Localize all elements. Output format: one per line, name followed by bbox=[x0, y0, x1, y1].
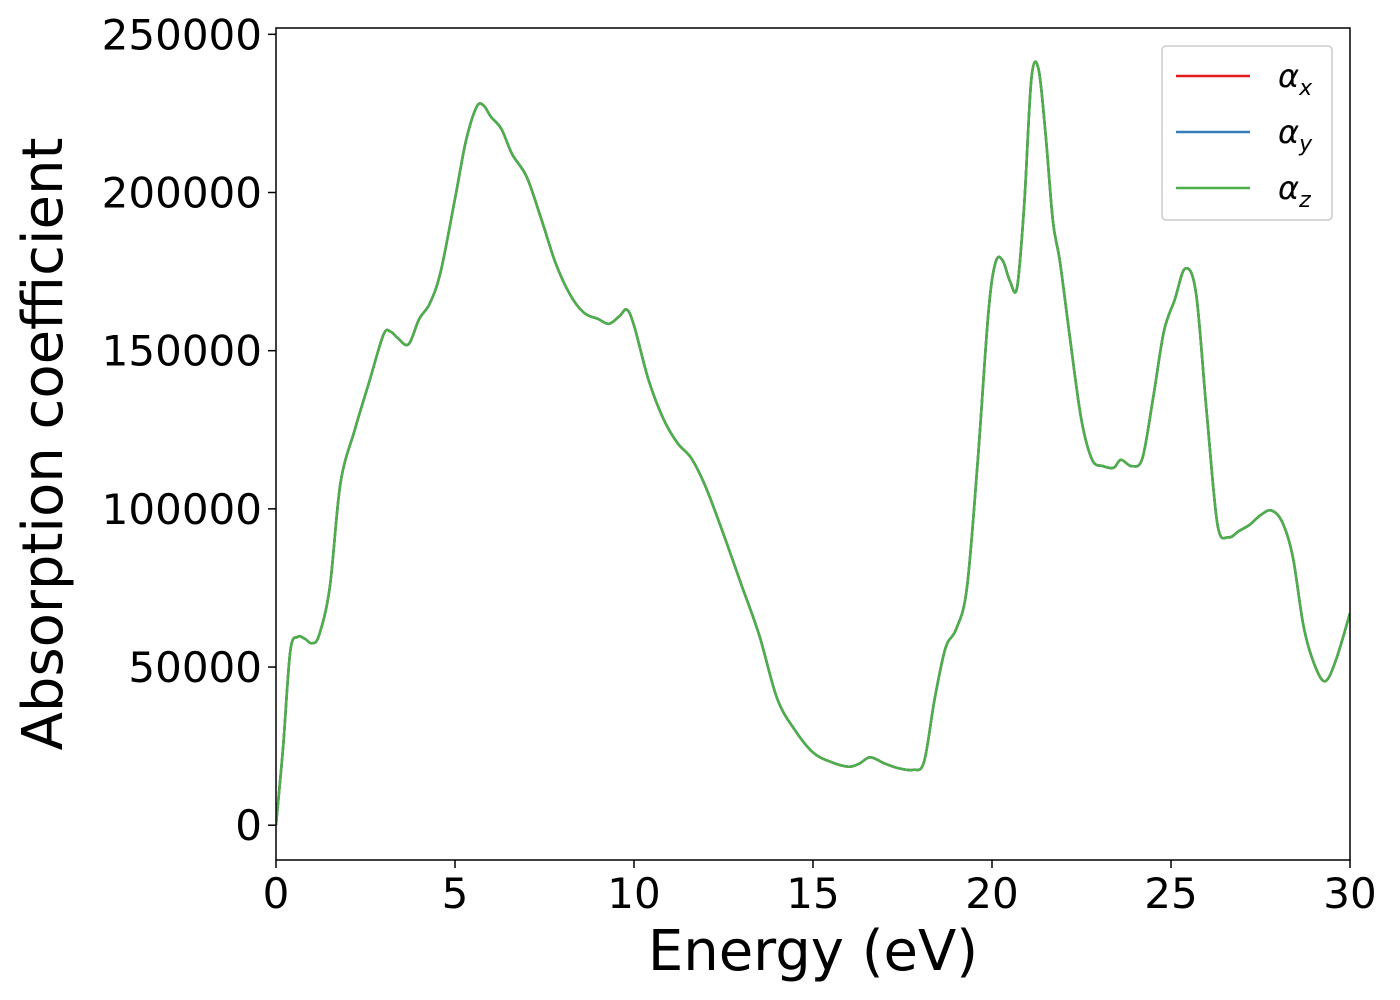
y-tick-label: 150000 bbox=[102, 327, 262, 376]
x-tick-label: 30 bbox=[1323, 869, 1376, 918]
legend-symbol: α bbox=[1278, 169, 1299, 207]
y-tick-label: 100000 bbox=[102, 485, 262, 534]
x-tick-label: 15 bbox=[786, 869, 839, 918]
x-axis-label: Energy (eV) bbox=[648, 919, 978, 984]
series-line-z bbox=[276, 60, 1350, 826]
legend-subscript: x bbox=[1298, 76, 1313, 101]
legend-symbol: α bbox=[1278, 113, 1299, 151]
x-axis-ticks: 0 5 10 15 20 25 30 bbox=[263, 860, 1377, 918]
y-tick-label: 250000 bbox=[102, 10, 262, 59]
x-tick-label: 25 bbox=[1144, 869, 1197, 918]
y-tick-label: 50000 bbox=[128, 643, 262, 692]
legend-subscript: z bbox=[1298, 188, 1311, 213]
y-axis-label: Absorption coefficient bbox=[11, 138, 76, 751]
legend-symbol: α bbox=[1278, 57, 1299, 95]
y-tick-label: 0 bbox=[235, 801, 262, 850]
legend-label-z: αz bbox=[1278, 169, 1311, 213]
legend-label-y: αy bbox=[1278, 113, 1313, 157]
x-tick-label: 5 bbox=[442, 869, 469, 918]
legend-subscript: y bbox=[1298, 132, 1313, 157]
legend-label-x: αx bbox=[1278, 57, 1313, 101]
y-tick-label: 200000 bbox=[102, 169, 262, 218]
series-lines bbox=[276, 60, 1350, 826]
y-axis-ticks: 0 50000 100000 150000 200000 250000 bbox=[102, 10, 276, 850]
x-tick-label: 10 bbox=[607, 869, 660, 918]
x-tick-label: 0 bbox=[263, 869, 290, 918]
x-tick-label: 20 bbox=[965, 869, 1018, 918]
